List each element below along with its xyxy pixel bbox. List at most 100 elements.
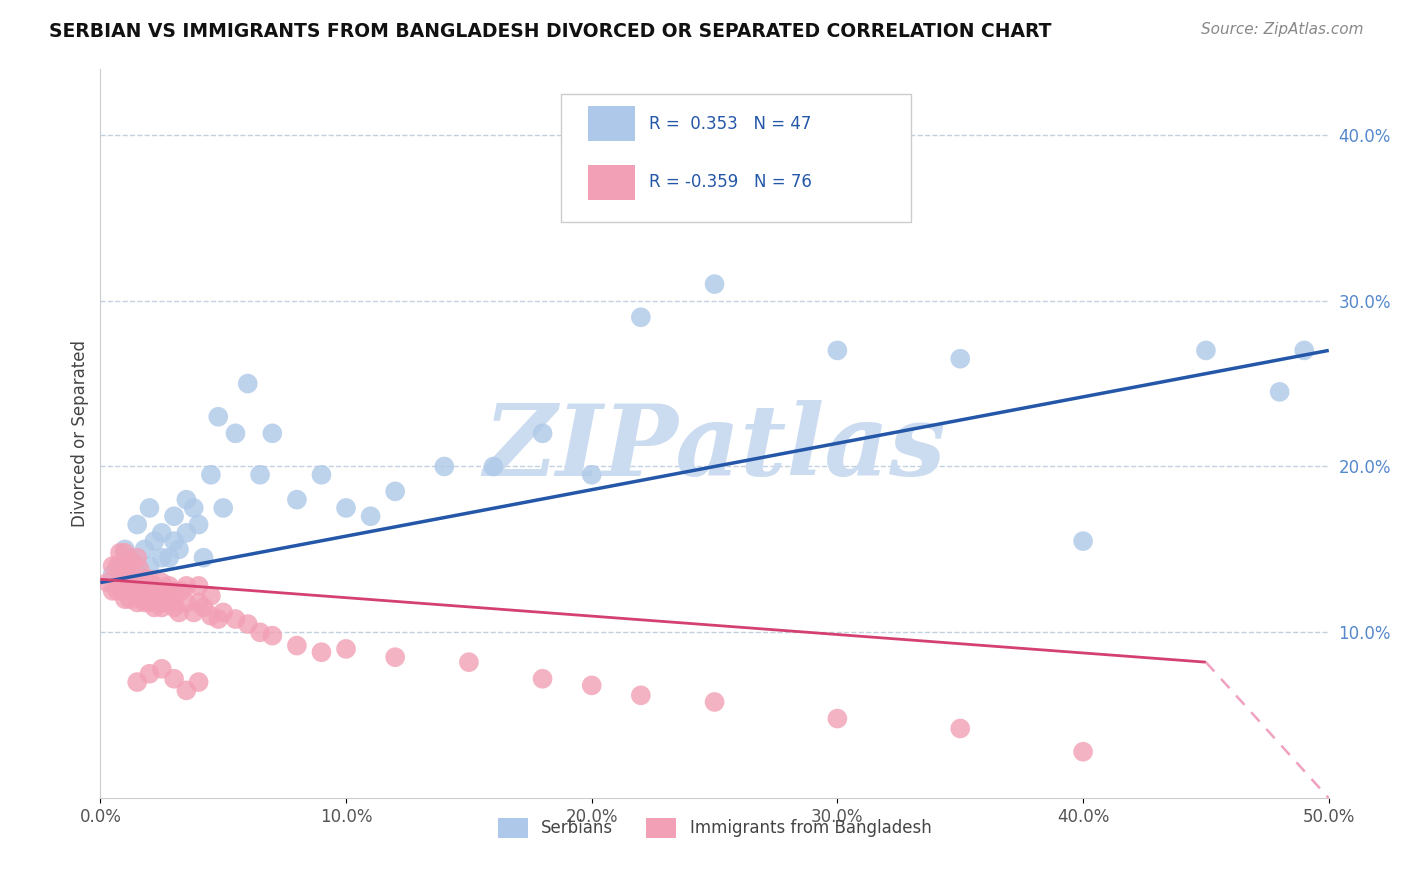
Point — [581, 467, 603, 482]
Point — [1268, 384, 1291, 399]
Point — [163, 672, 186, 686]
Point — [121, 556, 143, 570]
Legend: Serbians, Immigrants from Bangladesh: Serbians, Immigrants from Bangladesh — [491, 811, 938, 845]
Point — [187, 595, 209, 609]
Point — [128, 583, 150, 598]
Point — [143, 534, 166, 549]
Point — [117, 575, 139, 590]
Point — [101, 583, 124, 598]
Point — [360, 509, 382, 524]
Point — [114, 542, 136, 557]
Point — [138, 572, 160, 586]
Text: R =  0.353   N = 47: R = 0.353 N = 47 — [650, 115, 811, 133]
Point — [187, 675, 209, 690]
Point — [224, 426, 246, 441]
Point — [249, 467, 271, 482]
Point — [138, 559, 160, 574]
Text: SERBIAN VS IMMIGRANTS FROM BANGLADESH DIVORCED OR SEPARATED CORRELATION CHART: SERBIAN VS IMMIGRANTS FROM BANGLADESH DI… — [49, 22, 1052, 41]
Point — [150, 575, 173, 590]
Point — [176, 595, 198, 609]
Point — [136, 579, 159, 593]
Point — [108, 559, 131, 574]
Text: R = -0.359   N = 76: R = -0.359 N = 76 — [650, 173, 813, 192]
Point — [285, 492, 308, 507]
Point — [1071, 534, 1094, 549]
Point — [176, 492, 198, 507]
Point — [457, 655, 479, 669]
Point — [150, 600, 173, 615]
Point — [183, 500, 205, 515]
Point — [163, 583, 186, 598]
Point — [236, 617, 259, 632]
Point — [285, 639, 308, 653]
Point — [134, 542, 156, 557]
Point — [207, 612, 229, 626]
Point — [207, 409, 229, 424]
Point — [150, 595, 173, 609]
Point — [167, 606, 190, 620]
Point — [138, 500, 160, 515]
Point — [150, 525, 173, 540]
Point — [193, 600, 215, 615]
Point — [143, 579, 166, 593]
Point — [108, 546, 131, 560]
Point — [384, 484, 406, 499]
Point — [121, 567, 143, 582]
Point — [114, 592, 136, 607]
Point — [187, 517, 209, 532]
Point — [127, 517, 149, 532]
Point — [176, 579, 198, 593]
Point — [167, 542, 190, 557]
Point — [111, 583, 134, 598]
Point — [97, 575, 120, 590]
Point — [703, 277, 725, 291]
Point — [143, 600, 166, 615]
Point — [127, 595, 149, 609]
Point — [150, 662, 173, 676]
Point — [212, 606, 235, 620]
Point — [949, 722, 972, 736]
Point — [131, 579, 153, 593]
Point — [134, 595, 156, 609]
Point — [124, 572, 146, 586]
Point — [384, 650, 406, 665]
Point — [531, 672, 554, 686]
Point — [200, 589, 222, 603]
Point — [114, 546, 136, 560]
Point — [163, 534, 186, 549]
Point — [311, 645, 333, 659]
Point — [157, 579, 180, 593]
Point — [138, 595, 160, 609]
Point — [827, 712, 849, 726]
Point — [131, 592, 153, 607]
Point — [127, 550, 149, 565]
Point — [236, 376, 259, 391]
Point — [127, 675, 149, 690]
Point — [311, 467, 333, 482]
Point — [107, 583, 129, 598]
FancyBboxPatch shape — [561, 94, 911, 222]
Point — [581, 678, 603, 692]
Point — [153, 583, 176, 598]
Point — [212, 500, 235, 515]
Point — [176, 525, 198, 540]
Point — [121, 579, 143, 593]
Point — [200, 467, 222, 482]
Point — [827, 343, 849, 358]
Point — [101, 559, 124, 574]
Point — [150, 550, 173, 565]
Point — [187, 579, 209, 593]
Text: ZIPatlas: ZIPatlas — [484, 400, 946, 496]
Point — [108, 575, 131, 590]
Point — [193, 550, 215, 565]
FancyBboxPatch shape — [588, 106, 634, 142]
Point — [183, 606, 205, 620]
Point — [335, 641, 357, 656]
Point — [163, 600, 186, 615]
Point — [249, 625, 271, 640]
Point — [118, 592, 141, 607]
Point — [118, 550, 141, 565]
Point — [630, 689, 652, 703]
Point — [163, 509, 186, 524]
Point — [531, 426, 554, 441]
